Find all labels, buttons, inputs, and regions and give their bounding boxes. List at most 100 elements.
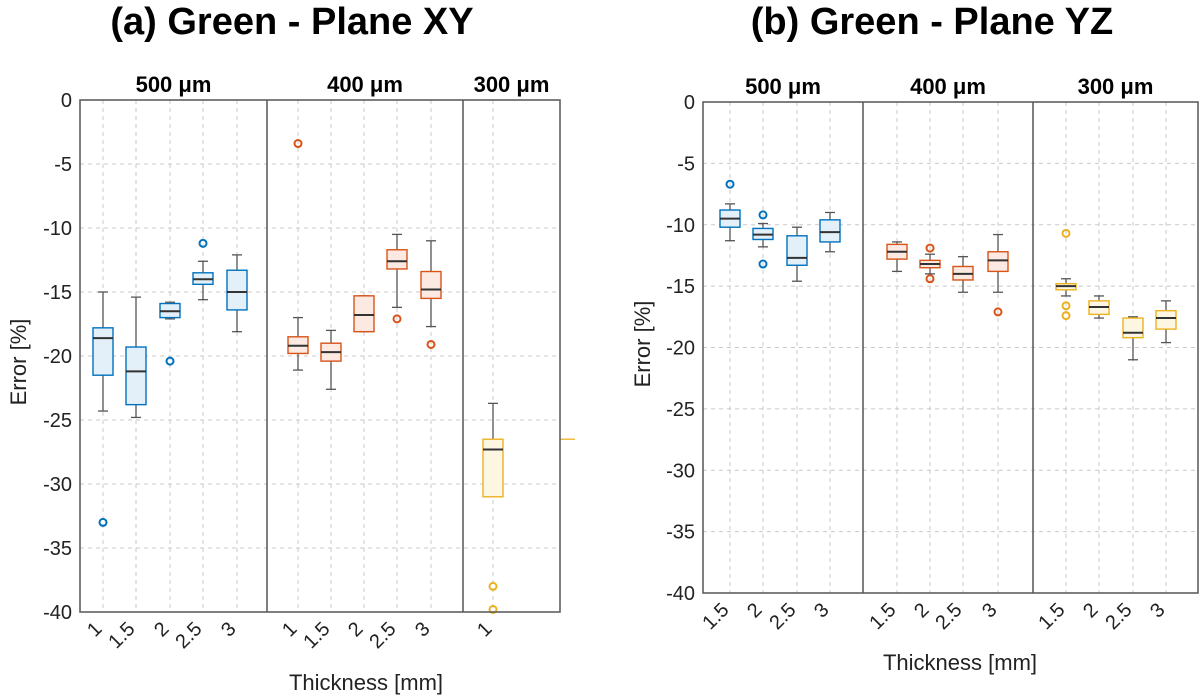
outlier-point [98,517,108,527]
panel-grid [703,102,1198,593]
x-tick-label: 1 [83,618,106,641]
y-tick-label: 0 [61,90,72,112]
y-tick-label: -20 [43,346,72,368]
box-iqr [1155,309,1177,330]
box-item [125,296,147,419]
panel-b-xlabel: Thickness [mm] [883,650,1037,675]
group-label: 400 μm [327,72,403,97]
x-tick-label: 1 [278,618,301,641]
x-tick-label: 3 [411,618,434,641]
panel-a-xlabel: Thickness [mm] [289,670,443,695]
x-tick-label: 3 [810,599,833,622]
box-item [353,295,375,333]
panel-b-ylabel: Error [%] [630,301,655,388]
x-tick-label: 3 [1146,599,1169,622]
y-tick-label: -35 [666,522,695,544]
group-label: 300 μm [1078,74,1154,99]
box-item [159,301,181,366]
y-tick-label: 0 [684,92,695,114]
y-tick-label: -30 [666,460,695,482]
box-item [1155,300,1177,344]
box-item [719,179,741,242]
box-item [226,254,248,333]
y-tick-label: -15 [43,282,72,304]
outlier-point [488,581,498,591]
outlier-point [488,604,498,614]
x-tick-label: 2 [910,599,933,622]
panel-a: (a) Green - Plane XY Error [%] Thickness… [6,1,575,695]
outlier-point [925,243,935,253]
outlier-point [758,259,768,269]
y-tick-label: -5 [677,153,695,175]
y-tick-label: -25 [666,399,695,421]
box-item [192,238,214,301]
x-tick-label: 2.5 [171,618,206,653]
outlier-point [1061,301,1071,311]
y-tick-label: -40 [43,602,72,624]
box-iqr [125,346,147,406]
y-tick-label: -10 [666,215,695,237]
box-item [819,211,841,253]
box-iqr [1122,317,1144,339]
x-tick-label: 2.5 [931,599,966,634]
plot-frame [702,101,1199,594]
y-tick-label: -15 [666,276,695,298]
plot-frame [79,99,561,613]
outlier-point [165,356,175,366]
outlier-point [392,314,402,324]
outlier-point [925,274,935,284]
box-item [752,210,774,269]
box-item [1122,316,1144,361]
y-tick-label: -30 [43,474,72,496]
box-item [919,243,941,284]
x-tick-label: 2 [344,618,367,641]
outlier-point [426,339,436,349]
outlier-point [1061,228,1071,238]
box-iqr [353,295,375,333]
box-iqr [386,249,408,270]
box-iqr [92,327,114,376]
box-item [386,233,408,324]
box-iqr [819,219,841,243]
box-item [987,233,1009,317]
box-item [92,291,114,527]
x-tick-label: 1.5 [104,618,139,653]
group-label: 500 μm [745,74,821,99]
group-label: 300 μm [474,72,550,97]
panel-a-title: (a) Green - Plane XY [110,1,473,43]
x-tick-label: 1 [473,618,496,641]
y-tick-label: -20 [666,338,695,360]
x-tick-label: 2.5 [765,599,800,634]
box-item [420,240,442,349]
box-iqr [226,269,248,311]
x-tick-label: 1.5 [698,599,733,634]
y-tick-label: -5 [54,154,72,176]
outlier-point [1061,311,1071,321]
box-item [482,402,504,614]
panel-b: (b) Green - Plane YZ Error [%] Thickness… [630,1,1199,675]
box-item [1055,228,1077,321]
box-iqr [420,270,442,300]
outlier-point [198,238,208,248]
y-tick-label: -25 [43,410,72,432]
box-iqr [987,251,1009,273]
x-tick-label: 1.5 [1034,599,1069,634]
box-iqr [482,438,504,498]
box-item [320,329,342,390]
box-item [1088,295,1110,319]
y-tick-label: -40 [666,583,695,605]
box-item [786,226,808,282]
box-iqr [786,235,808,266]
panel-a-ylabel: Error [%] [6,319,31,406]
x-tick-label: 3 [978,599,1001,622]
x-tick-label: 2.5 [1101,599,1136,634]
x-tick-label: 3 [217,618,240,641]
panel-b-title: (b) Green - Plane YZ [751,1,1113,43]
x-tick-label: 1.5 [865,599,900,634]
x-tick-label: 2 [743,599,766,622]
outlier-point [293,139,303,149]
x-tick-label: 2.5 [365,618,400,653]
box-item [287,139,309,371]
outlier-point [725,179,735,189]
